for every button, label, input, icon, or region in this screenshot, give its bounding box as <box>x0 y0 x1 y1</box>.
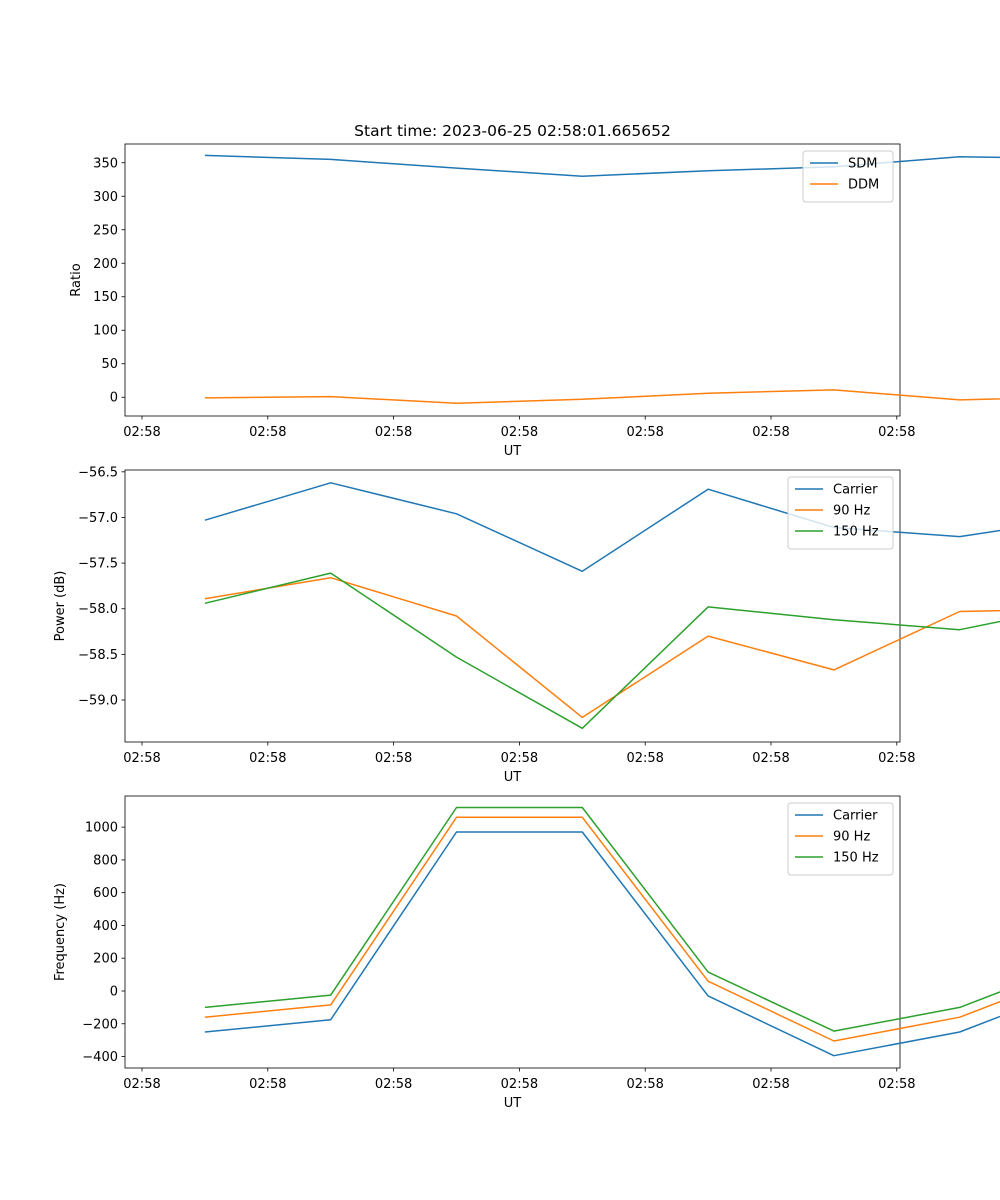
x-tick-label: 02:58 <box>249 425 286 440</box>
x-tick-label: 02:58 <box>752 425 789 440</box>
plot-area-frame <box>124 143 901 417</box>
x-tick-label: 02:58 <box>375 1077 412 1092</box>
legend-label-carrier: Carrier <box>833 483 878 498</box>
x-tick-label: 02:58 <box>375 751 412 766</box>
y-tick-label: 150 <box>93 290 118 305</box>
series-line-carrier <box>204 831 1000 1057</box>
series-line-90-hz <box>204 576 1000 719</box>
y-tick-label: 100 <box>93 324 118 339</box>
x-tick-label: 02:58 <box>752 751 789 766</box>
y-tick-label: 0 <box>110 984 118 999</box>
y-tick-label: −58.0 <box>78 602 118 617</box>
y-tick-label: 1000 <box>85 821 118 836</box>
x-tick-label: 02:58 <box>626 1077 663 1092</box>
series-line-150-hz <box>204 572 1000 730</box>
x-axis-label: UT <box>504 1096 522 1111</box>
y-axis-label: Frequency (Hz) <box>53 883 68 981</box>
y-tick-label: −56.5 <box>78 465 118 480</box>
x-tick-label: 02:58 <box>626 751 663 766</box>
y-axis-label: Power (dB) <box>53 571 68 642</box>
x-tick-label: 02:58 <box>878 751 915 766</box>
x-tick-label: 02:58 <box>501 751 538 766</box>
subplot-3: 02:5802:5802:5802:5802:5802:5802:5802:59… <box>53 795 1000 1111</box>
y-tick-label: 600 <box>93 886 118 901</box>
y-tick-label: 0 <box>110 391 118 406</box>
legend-label-carrier: Carrier <box>833 809 878 824</box>
x-tick-label: 02:58 <box>752 1077 789 1092</box>
subplot-1: 02:5802:5802:5802:5802:5802:5802:5802:59… <box>69 143 1000 459</box>
series-line-ddm <box>204 389 1000 405</box>
plot-area-frame <box>124 469 901 743</box>
plot-area-frame <box>124 795 901 1069</box>
x-tick-label: 02:58 <box>878 425 915 440</box>
y-tick-label: 200 <box>93 257 118 272</box>
y-tick-label: −59.0 <box>78 694 118 709</box>
y-tick-label: 50 <box>101 357 118 372</box>
y-tick-label: −57.0 <box>78 511 118 526</box>
x-tick-label: 02:58 <box>123 425 160 440</box>
series-line-90-hz <box>204 816 1000 1042</box>
x-tick-label: 02:58 <box>375 425 412 440</box>
x-tick-label: 02:58 <box>123 751 160 766</box>
y-tick-label: −400 <box>82 1050 118 1065</box>
y-tick-label: 800 <box>93 853 118 868</box>
series-line-carrier <box>204 482 1000 573</box>
x-tick-label: 02:58 <box>123 1077 160 1092</box>
legend-label-150-hz: 150 Hz <box>833 851 879 866</box>
y-tick-label: 400 <box>93 919 118 934</box>
figure-title: Start time: 2023-06-25 02:58:01.665652 <box>354 122 671 140</box>
y-tick-label: 250 <box>93 223 118 238</box>
subplots: 02:5802:5802:5802:5802:5802:5802:5802:59… <box>53 143 1000 1111</box>
y-tick-label: −57.5 <box>78 557 118 572</box>
legend-label-ddm: DDM <box>848 178 879 193</box>
y-tick-label: 300 <box>93 190 118 205</box>
x-axis-label: UT <box>504 770 522 785</box>
x-tick-label: 02:58 <box>501 425 538 440</box>
legend-label-90-hz: 90 Hz <box>833 504 870 519</box>
x-tick-label: 02:58 <box>249 751 286 766</box>
y-tick-label: 200 <box>93 952 118 967</box>
legend: SDM DDM <box>802 150 894 203</box>
y-tick-label: −58.5 <box>78 648 118 663</box>
x-tick-label: 02:58 <box>626 425 663 440</box>
legend: Carrier 90 Hz 150 Hz <box>787 802 894 876</box>
x-axis-label: UT <box>504 444 522 459</box>
legend-label-150-hz: 150 Hz <box>833 525 879 540</box>
legend-label-90-hz: 90 Hz <box>833 830 870 845</box>
x-tick-label: 02:58 <box>878 1077 915 1092</box>
y-tick-label: −200 <box>82 1017 118 1032</box>
legend: Carrier 90 Hz 150 Hz <box>787 476 894 550</box>
x-tick-label: 02:58 <box>501 1077 538 1092</box>
subplot-2: 02:5802:5802:5802:5802:5802:5802:5802:59… <box>53 465 1000 785</box>
series-line-150-hz <box>204 806 1000 1032</box>
y-axis-label: Ratio <box>69 263 84 296</box>
legend-label-sdm: SDM <box>848 157 877 172</box>
x-tick-label: 02:58 <box>249 1077 286 1092</box>
series-line-sdm <box>204 154 1000 177</box>
y-tick-label: 350 <box>93 156 118 171</box>
